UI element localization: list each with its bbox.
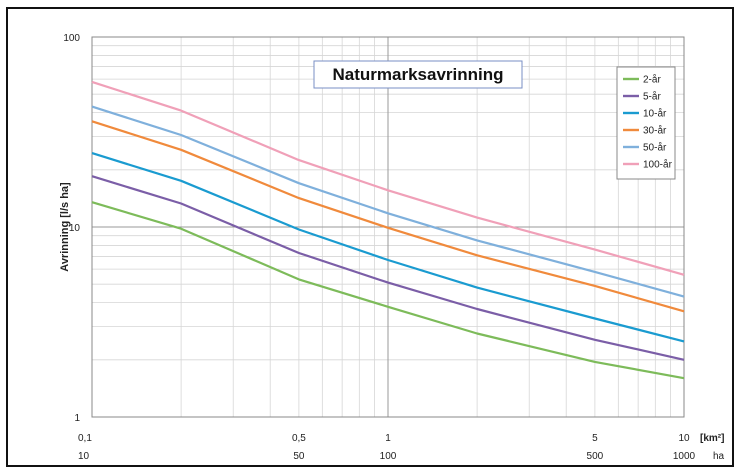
y-axis-label: Avrinning [l/s ha] — [59, 182, 71, 272]
y-tick-label: 10 — [69, 223, 81, 234]
legend-label: 10-år — [643, 108, 667, 120]
x-tick-label: 1 — [385, 433, 391, 444]
chart-title-box: Naturmarksavrinning — [313, 60, 523, 89]
plot-area — [91, 36, 685, 418]
legend-label: 30-år — [643, 125, 667, 137]
y-tick-labels: 1 10 100 — [63, 33, 80, 424]
legend-label: 100-år — [643, 159, 673, 171]
series-line-2-år — [91, 201, 685, 380]
chart-title: Naturmarksavrinning — [333, 65, 504, 84]
x-tick-label: 10 — [678, 433, 690, 444]
series-line-5-år — [91, 175, 685, 361]
x-axis-unit-ha: ha — [713, 451, 725, 462]
legend-label: 50-år — [643, 142, 667, 154]
x-axis-unit-km2: [km²] — [700, 433, 724, 444]
x-tick-label-ha: 1000 — [673, 451, 696, 462]
x-tick-label: 5 — [592, 433, 598, 444]
runoff-chart: 0,1 10 0,5 50 1 100 5 500 10 1000 1 10 100 Avrinnin… — [59, 33, 725, 462]
x-tick-label-ha: 10 — [78, 451, 90, 462]
series-line-100-år — [91, 80, 685, 276]
x-tick-label: 0,5 — [292, 433, 306, 444]
chart-frame: 0,1 10 0,5 50 1 100 5 500 10 1000 1 10 100 Avrinnin… — [6, 7, 734, 467]
y-tick-label: 1 — [74, 413, 80, 424]
y-tick-label: 100 — [63, 33, 80, 44]
x-tick-labels: 0,1 10 0,5 50 1 100 5 500 10 1000 — [78, 433, 696, 462]
legend-label: 5-år — [643, 91, 661, 103]
legend: 2-år 5-år 10-år 30-år 50-år 100-år — [616, 66, 676, 180]
x-tick-label-ha: 50 — [293, 451, 305, 462]
legend-label: 2-år — [643, 74, 661, 86]
series-line-30-år — [91, 120, 685, 313]
series-line-50-år — [91, 105, 685, 298]
series-line-10-år — [91, 152, 685, 343]
x-tick-label: 0,1 — [78, 433, 92, 444]
x-tick-label-ha: 100 — [380, 451, 397, 462]
x-tick-label-ha: 500 — [587, 451, 604, 462]
series-layer — [91, 80, 685, 380]
